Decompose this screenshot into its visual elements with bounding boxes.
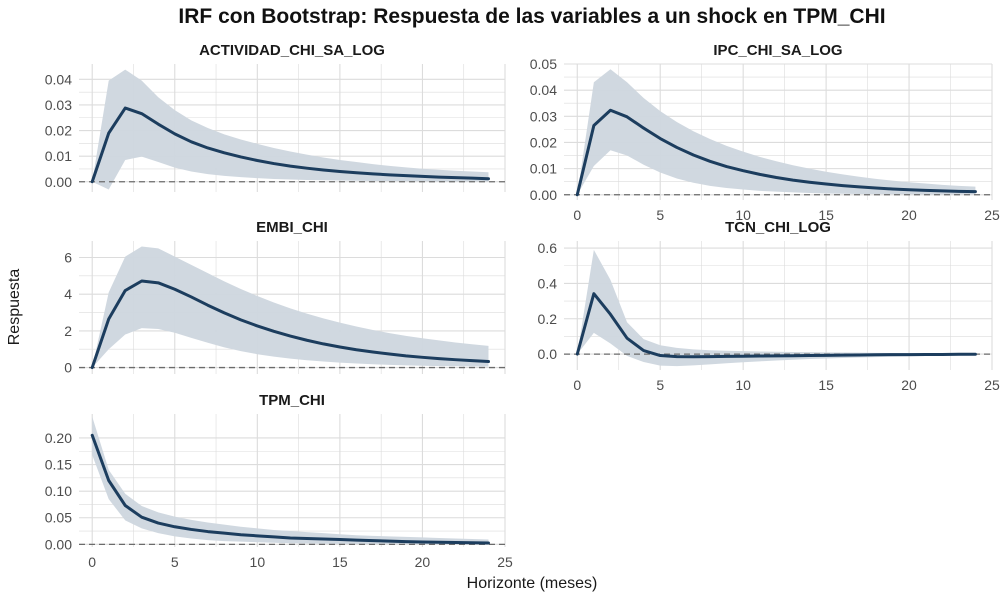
panel-tcn-chi-log: TCN_CHI_LOG 0.0 0.2 0.4 0.6 0 5 10 15 20 25 xyxy=(538,219,1000,393)
panel-ipc-chi-sa-log: IPC_CHI_SA_LOG 0.00 0.01 0.02 0.03 0.04 0.05 0 5… xyxy=(530,42,1000,223)
facet-panels: ACTIVIDAD_CHI_SA_LOG0.000.010.020.030.04… xyxy=(45,42,1000,570)
confidence-band xyxy=(92,69,489,190)
irf-line xyxy=(575,292,977,359)
y-tick-label: 0.01 xyxy=(530,161,557,177)
y-tick-label: 0.20 xyxy=(45,430,72,446)
x-tick-label: 25 xyxy=(984,207,1000,223)
y-tick-label: 4 xyxy=(64,286,72,302)
panel-tpm-chi: TPM_CHI 0.00 0.05 0.10 0.15 0.20 0 5 10 15 20 25 xyxy=(45,392,513,570)
y-tick-label: 0.04 xyxy=(45,71,72,87)
y-tick-label: 0.00 xyxy=(45,174,72,190)
panel-title: EMBI_CHI xyxy=(256,219,328,236)
x-tick-label: 5 xyxy=(656,377,664,393)
panel-actividad-chi-sa-log: ACTIVIDAD_CHI_SA_LOG 0.00 0.01 0.02 0.03 0.04 xyxy=(45,42,506,192)
y-tick-label: 0.04 xyxy=(530,82,557,98)
panel-embi-chi: EMBI_CHI 0 2 4 6 xyxy=(64,219,506,376)
x-tick-label: 25 xyxy=(984,377,1000,393)
confidence-band xyxy=(577,69,976,195)
x-tick-label: 25 xyxy=(497,554,513,570)
y-tick-label: 0.02 xyxy=(45,123,72,139)
y-tick-label: 0.10 xyxy=(45,483,72,499)
y-tick-label: 0.2 xyxy=(538,311,558,327)
x-tick-label: 20 xyxy=(901,207,917,223)
x-tick-label: 20 xyxy=(415,554,431,570)
x-tick-label: 0 xyxy=(573,207,581,223)
x-tick-label: 5 xyxy=(656,207,664,223)
y-tick-label: 0.00 xyxy=(530,187,557,203)
y-tick-label: 6 xyxy=(64,250,72,266)
confidence-band xyxy=(92,246,489,368)
chart-title: IRF con Bootstrap: Respuesta de las vari… xyxy=(178,5,885,28)
x-tick-label: 0 xyxy=(573,377,581,393)
irf-line xyxy=(90,433,490,545)
panel-title: IPC_CHI_SA_LOG xyxy=(713,42,842,59)
y-tick-label: 0.15 xyxy=(45,457,72,473)
y-tick-label: 0.05 xyxy=(45,510,72,526)
y-tick-label: 0.01 xyxy=(45,148,72,164)
x-tick-label: 15 xyxy=(332,554,348,570)
x-tick-label: 15 xyxy=(818,377,834,393)
y-axis-title: Respuesta xyxy=(6,269,23,346)
x-tick-label: 20 xyxy=(901,377,917,393)
irf-line xyxy=(575,108,977,197)
x-tick-label: 5 xyxy=(171,554,179,570)
x-tick-label: 10 xyxy=(735,377,751,393)
confidence-band xyxy=(577,249,976,367)
x-tick-label: 10 xyxy=(735,207,751,223)
y-tick-label: 2 xyxy=(64,323,72,339)
y-tick-label: 0.05 xyxy=(530,56,557,72)
panel-title: ACTIVIDAD_CHI_SA_LOG xyxy=(199,42,385,59)
irf-line xyxy=(90,106,490,184)
irf-line xyxy=(90,279,490,370)
panel-title: TPM_CHI xyxy=(259,392,325,409)
y-tick-label: 0.4 xyxy=(538,275,558,291)
y-tick-label: 0.03 xyxy=(530,108,557,124)
confidence-band xyxy=(92,416,489,545)
x-tick-label: 0 xyxy=(88,554,96,570)
x-tick-label: 10 xyxy=(250,554,266,570)
y-tick-label: 0.03 xyxy=(45,97,72,113)
y-tick-label: 0.00 xyxy=(45,536,72,552)
y-tick-label: 0.0 xyxy=(538,346,558,362)
panel-title: TCN_CHI_LOG xyxy=(725,219,831,236)
x-tick-label: 15 xyxy=(818,207,834,223)
y-tick-label: 0 xyxy=(64,360,72,376)
y-tick-label: 0.02 xyxy=(530,134,557,150)
y-tick-label: 0.6 xyxy=(538,240,558,256)
x-axis-title: Horizonte (meses) xyxy=(467,575,598,592)
